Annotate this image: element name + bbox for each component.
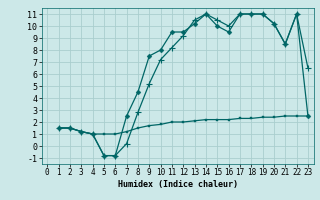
X-axis label: Humidex (Indice chaleur): Humidex (Indice chaleur) bbox=[118, 180, 237, 189]
